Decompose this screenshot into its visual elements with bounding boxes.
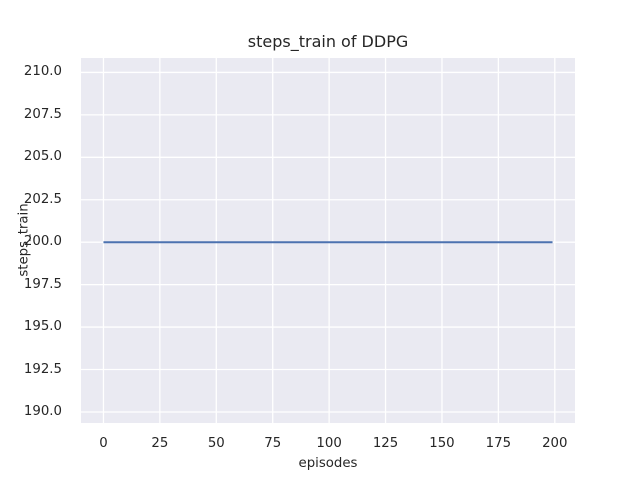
plot-background	[81, 58, 575, 423]
x-axis-label: episodes	[298, 456, 358, 471]
chart-title: steps_train of DDPG	[247, 32, 409, 51]
